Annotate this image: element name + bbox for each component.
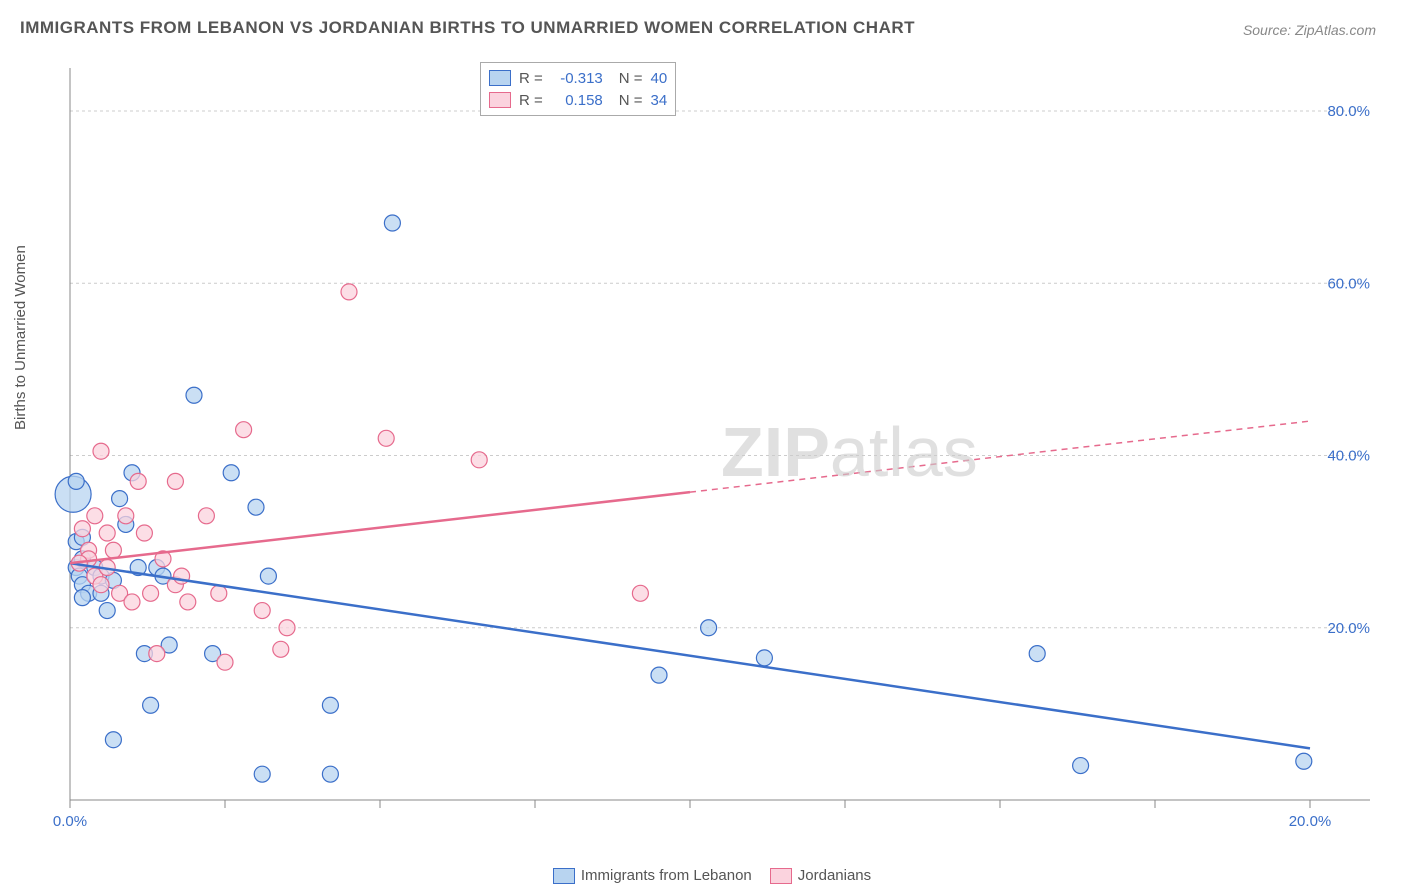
trend-line-extrapolated <box>690 421 1310 492</box>
data-point <box>279 620 295 636</box>
data-point <box>149 646 165 662</box>
data-point <box>378 430 394 446</box>
data-point <box>260 568 276 584</box>
n-label: N = <box>619 92 643 109</box>
data-point <box>136 525 152 541</box>
data-point <box>143 585 159 601</box>
data-point <box>322 766 338 782</box>
legend-swatch <box>553 868 575 884</box>
source-attribution: Source: ZipAtlas.com <box>1243 22 1376 38</box>
data-point <box>471 452 487 468</box>
data-point <box>756 650 772 666</box>
data-point <box>105 542 121 558</box>
data-point <box>99 603 115 619</box>
svg-text:80.0%: 80.0% <box>1327 103 1370 120</box>
data-point <box>223 465 239 481</box>
r-value: -0.313 <box>551 70 603 87</box>
trend-line <box>70 563 1310 748</box>
stats-row: R = -0.313 N = 40 <box>489 67 667 89</box>
data-point <box>74 521 90 537</box>
data-point <box>211 585 227 601</box>
data-point <box>384 215 400 231</box>
svg-text:40.0%: 40.0% <box>1327 448 1370 465</box>
data-point <box>217 654 233 670</box>
data-point <box>167 473 183 489</box>
chart-title: IMMIGRANTS FROM LEBANON VS JORDANIAN BIR… <box>20 18 915 38</box>
legend-swatch <box>489 70 511 86</box>
data-point <box>254 766 270 782</box>
data-point <box>248 499 264 515</box>
data-point <box>130 473 146 489</box>
data-point <box>105 732 121 748</box>
legend-swatch <box>489 92 511 108</box>
data-point <box>254 603 270 619</box>
data-point <box>651 667 667 683</box>
r-label: R = <box>519 70 543 87</box>
data-point <box>93 443 109 459</box>
bottom-legend: Immigrants from Lebanon Jordanians <box>0 867 1406 884</box>
data-point <box>186 387 202 403</box>
data-point <box>74 590 90 606</box>
data-point <box>341 284 357 300</box>
source-name: ZipAtlas.com <box>1295 22 1376 38</box>
svg-text:60.0%: 60.0% <box>1327 275 1370 292</box>
data-point <box>1073 758 1089 774</box>
n-label: N = <box>619 70 643 87</box>
data-point <box>99 525 115 541</box>
data-point <box>118 508 134 524</box>
data-point <box>112 491 128 507</box>
svg-text:20.0%: 20.0% <box>1289 813 1332 830</box>
chart-svg: 20.0% 40.0% 60.0% 80.0% 0.0% 20.0% <box>50 60 1380 830</box>
data-point <box>68 473 84 489</box>
data-point <box>198 508 214 524</box>
data-point <box>143 697 159 713</box>
data-point <box>93 577 109 593</box>
plot-area: 20.0% 40.0% 60.0% 80.0% 0.0% 20.0% <box>50 60 1380 830</box>
data-point <box>701 620 717 636</box>
trend-line <box>70 492 690 563</box>
data-point <box>87 508 103 524</box>
stats-row: R = 0.158 N = 34 <box>489 89 667 111</box>
legend-label: Immigrants from Lebanon <box>581 867 752 884</box>
legend-swatch <box>770 868 792 884</box>
y-axis-label: Births to Unmarried Women <box>12 245 29 430</box>
data-point <box>1029 646 1045 662</box>
data-point <box>632 585 648 601</box>
data-point <box>236 422 252 438</box>
data-point <box>322 697 338 713</box>
data-point <box>124 594 140 610</box>
n-value: 40 <box>651 70 668 87</box>
data-point <box>1296 753 1312 769</box>
data-point <box>273 641 289 657</box>
source-prefix: Source: <box>1243 22 1295 38</box>
r-label: R = <box>519 92 543 109</box>
svg-text:20.0%: 20.0% <box>1327 620 1370 637</box>
r-value: 0.158 <box>551 92 603 109</box>
legend-label: Jordanians <box>798 867 871 884</box>
stats-legend-box: R = -0.313 N = 40 R = 0.158 N = 34 <box>480 62 676 116</box>
svg-text:0.0%: 0.0% <box>53 813 87 830</box>
data-point <box>180 594 196 610</box>
n-value: 34 <box>651 92 668 109</box>
